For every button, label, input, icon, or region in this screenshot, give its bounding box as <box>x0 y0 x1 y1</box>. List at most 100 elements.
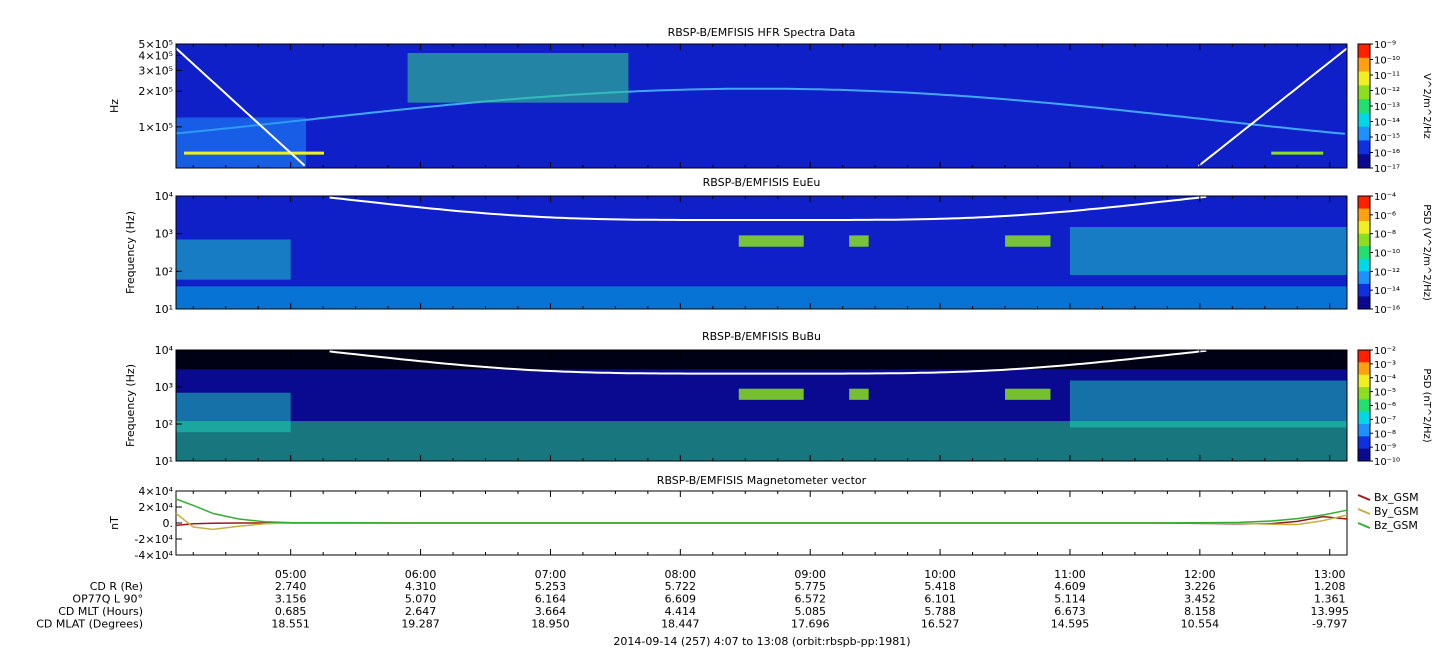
colorbar-tick-label: 10⁻² <box>1374 346 1396 357</box>
figure-caption: 2014-09-14 (257) 4:07 to 13:08 (orbit:rb… <box>613 635 910 648</box>
colorbar-tick-label: 10⁻¹¹ <box>1374 71 1400 82</box>
colorbar-swatch <box>1358 411 1370 425</box>
y-tick-label: 10² <box>155 418 173 431</box>
y-tick-label: 3×10⁵ <box>138 64 173 77</box>
ephemeris-value: 5.722 <box>665 580 697 593</box>
y-tick-label: 10² <box>155 265 173 278</box>
ephemeris-value: 14.595 <box>1051 618 1090 631</box>
ephemeris-value: 5.085 <box>794 605 826 618</box>
y-tick-label: 10⁴ <box>155 190 174 203</box>
y-tick-label: -2×10⁴ <box>134 533 173 546</box>
ephemeris-value: 4.414 <box>665 605 697 618</box>
ephemeris-value: 8.158 <box>1184 605 1216 618</box>
y-tick-label: 4×10⁴ <box>138 485 173 498</box>
colorbar-tick-label: 10⁻¹⁵ <box>1374 133 1400 144</box>
time-tick-label: 08:00 <box>664 568 696 581</box>
colorbar-tick-label: 10⁻¹³ <box>1374 102 1400 113</box>
ephemeris-value: 5.253 <box>535 580 567 593</box>
colorbar-tick-label: 10⁻⁶ <box>1374 211 1396 222</box>
legend-swatch <box>1357 494 1371 501</box>
ephemeris-value: 1.208 <box>1314 580 1346 593</box>
y-tick-label: 2×10⁵ <box>138 85 173 98</box>
panel-title: RBSP-B/EMFISIS BuBu <box>702 330 821 343</box>
colorbar-swatch <box>1358 350 1370 363</box>
colorbar-swatch <box>1358 283 1370 297</box>
ephemeris-value: 18.950 <box>531 618 570 631</box>
ephemeris-value: 19.287 <box>401 618 440 631</box>
ephemeris-value: 5.775 <box>794 580 826 593</box>
colorbar-swatch <box>1358 387 1370 400</box>
overlay-curve <box>329 350 1207 375</box>
panel-title: RBSP-B/EMFISIS Magnetometer vector <box>657 474 867 487</box>
legend-entry: Bx_GSM <box>1374 491 1419 504</box>
legend-entry: Bz_GSM <box>1374 519 1418 532</box>
y-tick-label: 10¹ <box>155 303 173 316</box>
ephemeris-value: 4.310 <box>405 580 437 593</box>
ephemeris-value: 2.647 <box>405 605 437 618</box>
colorbar-tick-label: 10⁻⁴ <box>1374 192 1396 203</box>
colorbar-label: PSD (nT^2/Hz) <box>1421 368 1432 442</box>
spectrogram-panel-2: 10⁴ 10³ 10² 10¹ RBSP-B/EMFISIS EuEu Frequency… <box>124 176 1432 316</box>
ephemeris-value: 3.226 <box>1184 580 1216 593</box>
ephemeris-value: 18.551 <box>271 618 310 631</box>
ephemeris-row-label: CD MLAT (Degrees) <box>36 618 143 631</box>
colorbar-swatch <box>1358 258 1370 272</box>
ephemeris-row-label: CD MLT (Hours) <box>58 605 143 618</box>
y-tick-label: 10³ <box>155 228 173 241</box>
colorbar-swatch <box>1358 208 1370 222</box>
colorbar-swatch <box>1358 196 1370 210</box>
ephemeris-value: 5.418 <box>924 580 956 593</box>
colorbar-swatch <box>1358 296 1370 310</box>
time-tick-label: 10:00 <box>924 568 956 581</box>
y-tick-label: 2×10⁴ <box>138 501 173 514</box>
ephemeris-value: 13.995 <box>1310 605 1349 618</box>
colorbar-swatch <box>1358 424 1370 437</box>
colorbar: 10⁻² 10⁻³ 10⁻⁴ 10⁻⁵ 10⁻⁶ 10⁻⁷ 10⁻⁸ 10⁻⁹ 10⁻¹⁰ PSD… <box>1357 346 1432 468</box>
colorbar-tick-label: 10⁻⁸ <box>1374 230 1396 241</box>
colorbar: 10⁻⁹ 10⁻¹⁰ 10⁻¹¹ 10⁻¹² 10⁻¹³ 10⁻¹⁴ 10⁻¹⁵ 10⁻¹⁶ 1… <box>1357 40 1432 175</box>
colorbar-swatch <box>1358 126 1370 141</box>
colorbar-swatch <box>1358 57 1370 73</box>
spectrogram-background <box>176 44 1347 168</box>
panel-title: RBSP-B/EMFISIS HFR Spectra Data <box>668 26 856 39</box>
colorbar-tick-label: 10⁻¹⁴ <box>1374 286 1400 297</box>
y-tick-label: -4×10⁴ <box>134 549 173 562</box>
colorbar-tick-label: 10⁻¹⁰ <box>1374 56 1400 67</box>
time-tick-label: 13:00 <box>1314 568 1346 581</box>
overlay-curve-left <box>176 47 306 167</box>
colorbar-swatch <box>1358 99 1370 114</box>
y-tick-label: 5×10⁵ <box>138 38 173 51</box>
colorbar-tick-label: 10⁻⁸ <box>1374 429 1396 440</box>
ephemeris-value: 3.664 <box>535 605 567 618</box>
y-tick-label: 4×10⁵ <box>138 49 173 62</box>
colorbar-tick-label: 10⁻⁷ <box>1374 415 1396 426</box>
time-tick-label: 07:00 <box>535 568 567 581</box>
y-tick-label: 1×10⁵ <box>138 121 173 134</box>
y-axis-label: Frequency (Hz) <box>124 211 137 294</box>
ephemeris-row-label: OP77Q L 90° <box>72 593 143 606</box>
y-tick-label: 0. <box>163 517 174 530</box>
legend-swatch <box>1357 508 1371 515</box>
colorbar-tick-label: 10⁻¹⁶ <box>1374 149 1400 160</box>
ephemeris-value: 6.101 <box>924 593 956 606</box>
series-line-bz-gsm <box>175 498 1348 524</box>
ephemeris-value: 5.070 <box>405 593 437 606</box>
colorbar-tick-label: 10⁻¹⁰ <box>1374 249 1400 260</box>
colorbar-tick-label: 10⁻¹² <box>1374 87 1400 98</box>
ephemeris-value: 2.740 <box>275 580 307 593</box>
ephemeris-value: 5.788 <box>924 605 956 618</box>
colorbar-swatch <box>1358 246 1370 260</box>
ephemeris-value: 4.609 <box>1054 580 1086 593</box>
y-tick-label: 10¹ <box>155 455 173 468</box>
panel-title: RBSP-B/EMFISIS EuEu <box>703 176 821 189</box>
colorbar-swatch <box>1358 436 1370 450</box>
y-axis-label: nT <box>108 516 121 530</box>
ephemeris-value: 18.447 <box>661 618 700 631</box>
colorbar-tick-label: 10⁻⁴ <box>1374 374 1396 385</box>
colorbar-tick-label: 10⁻⁹ <box>1374 443 1396 454</box>
y-tick-label: 10³ <box>155 381 173 394</box>
legend-swatch <box>1357 522 1371 529</box>
panel-frame <box>175 43 1348 169</box>
